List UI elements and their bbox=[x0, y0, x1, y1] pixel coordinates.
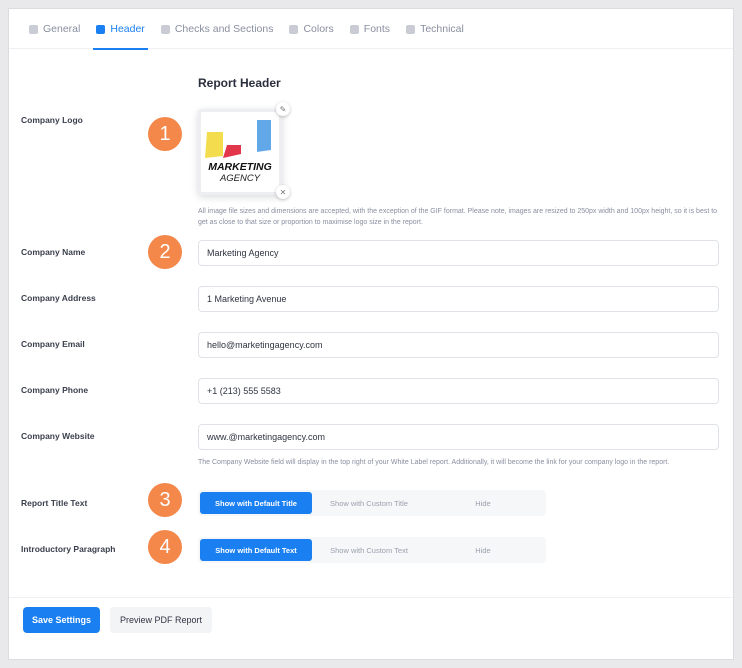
company-name-input[interactable]: Marketing Agency bbox=[198, 240, 719, 266]
company-phone-input[interactable]: +1 (213) 555 5583 bbox=[198, 378, 719, 404]
tab-label: Checks and Sections bbox=[174, 23, 274, 35]
code-icon bbox=[406, 24, 416, 34]
company-website-label: Company Website bbox=[21, 431, 95, 441]
company-address-label: Company Address bbox=[21, 293, 96, 303]
svg-text:MARKETING: MARKETING bbox=[208, 161, 272, 173]
option-hide-title[interactable]: Hide bbox=[475, 498, 491, 508]
intro-segmented-control: Show with Default Text Show with Custom … bbox=[198, 537, 546, 563]
list-icon bbox=[160, 24, 170, 34]
company-logo-label: Company Logo bbox=[21, 115, 83, 125]
sliders-icon bbox=[29, 24, 38, 34]
tab-general[interactable]: General bbox=[21, 9, 88, 49]
close-icon: ✕ bbox=[279, 187, 287, 197]
edit-logo-button[interactable]: ✎ bbox=[276, 102, 290, 116]
option-hide-text[interactable]: Hide bbox=[475, 545, 491, 555]
step-badge-4: 4 bbox=[148, 530, 182, 564]
tab-header[interactable]: Header bbox=[88, 9, 152, 50]
company-email-input[interactable]: hello@marketingagency.com bbox=[198, 332, 719, 358]
report-title-segmented-control: Show with Default Title Show with Custom… bbox=[198, 490, 546, 516]
company-name-label: Company Name bbox=[21, 247, 86, 257]
palette-icon bbox=[289, 24, 299, 34]
tab-checks-and-sections[interactable]: Checks and Sections bbox=[153, 9, 282, 49]
logo-help-text: All image file sizes and dimensions are … bbox=[198, 208, 718, 226]
preview-pdf-button[interactable]: Preview PDF Report bbox=[110, 607, 212, 633]
pen-icon bbox=[349, 24, 359, 34]
tab-label: General bbox=[43, 23, 81, 35]
svg-text:AGENCY: AGENCY bbox=[219, 173, 261, 184]
intro-paragraph-label: Introductory Paragraph bbox=[21, 544, 116, 554]
company-phone-label: Company Phone bbox=[21, 385, 89, 395]
tab-colors[interactable]: Colors bbox=[281, 9, 341, 49]
footer-divider bbox=[9, 597, 733, 598]
step-badge-2: 2 bbox=[148, 235, 182, 269]
tab-bar: General Header Checks and Sections Color… bbox=[9, 9, 733, 50]
toggle-icon bbox=[96, 24, 106, 34]
report-title-label: Report Title Text bbox=[21, 498, 88, 508]
company-email-label: Company Email bbox=[21, 339, 85, 349]
option-custom-title[interactable]: Show with Custom Title bbox=[330, 498, 408, 508]
pencil-icon: ✎ bbox=[279, 104, 287, 114]
tab-label: Fonts bbox=[363, 23, 391, 35]
settings-card: General Header Checks and Sections Color… bbox=[8, 8, 734, 660]
tab-fonts[interactable]: Fonts bbox=[342, 9, 398, 49]
save-settings-button[interactable]: Save Settings bbox=[23, 607, 100, 633]
step-badge-3: 3 bbox=[148, 483, 182, 517]
company-logo-preview[interactable]: MARKETING AGENCY bbox=[198, 109, 282, 195]
option-default-title[interactable]: Show with Default Title bbox=[200, 492, 312, 514]
tab-label: Header bbox=[110, 23, 145, 35]
website-help-text: The Company Website field will display i… bbox=[198, 459, 670, 466]
company-website-input[interactable]: www.@marketingagency.com bbox=[198, 424, 719, 450]
marketing-agency-logo: MARKETING AGENCY bbox=[205, 120, 272, 184]
remove-logo-button[interactable]: ✕ bbox=[276, 185, 290, 199]
option-custom-text[interactable]: Show with Custom Text bbox=[330, 545, 408, 555]
section-title: Report Header bbox=[198, 76, 281, 90]
step-badge-1: 1 bbox=[148, 117, 182, 151]
tab-technical[interactable]: Technical bbox=[398, 9, 472, 49]
tab-label: Colors bbox=[303, 23, 334, 35]
company-address-input[interactable]: 1 Marketing Avenue bbox=[198, 286, 719, 312]
option-default-text[interactable]: Show with Default Text bbox=[200, 539, 312, 561]
tab-label: Technical bbox=[420, 23, 464, 35]
